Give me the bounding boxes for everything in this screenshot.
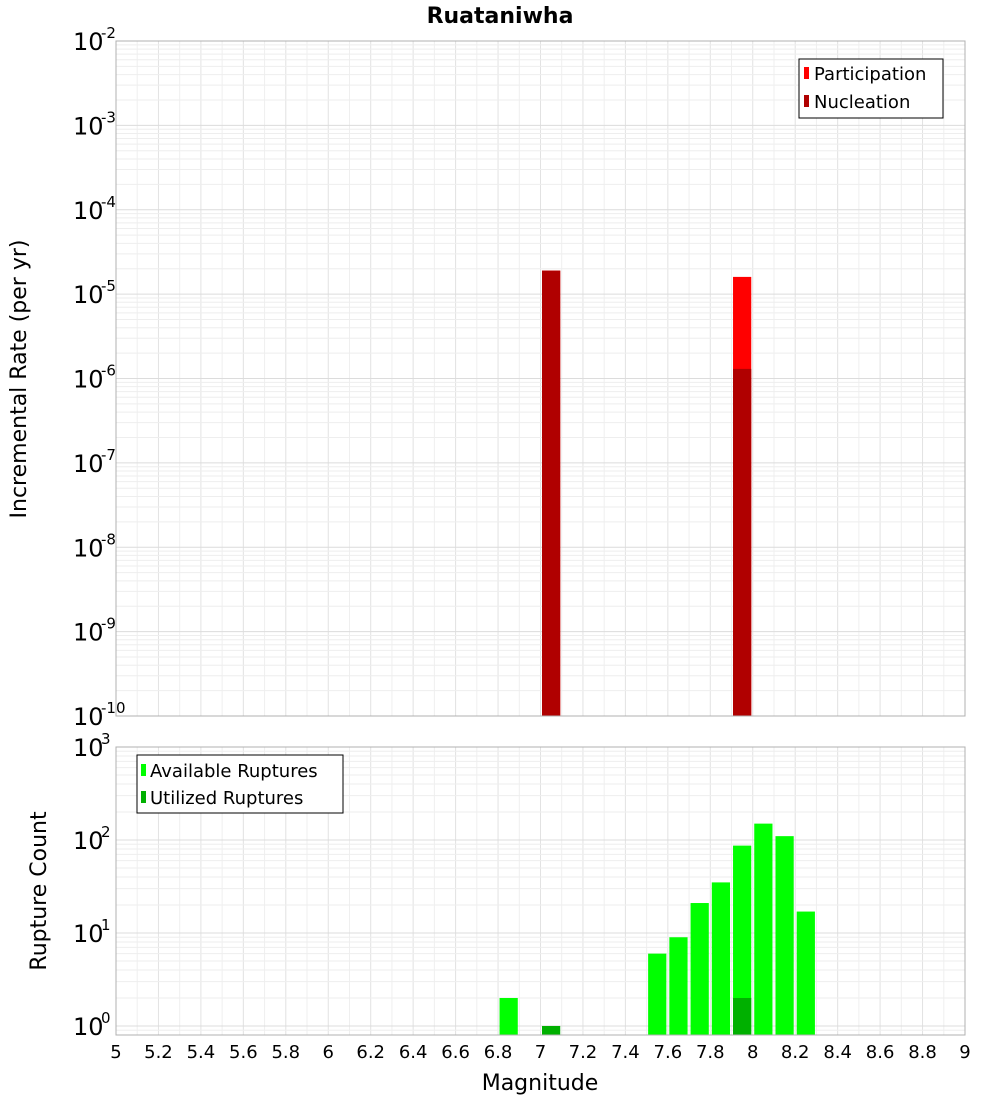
rate-plot-frame xyxy=(115,40,966,717)
available-ruptures-bar xyxy=(499,997,518,1035)
nucleation-bar xyxy=(542,270,561,716)
rate-y-tick-exponent: -7 xyxy=(101,446,116,464)
utilized-ruptures-bar xyxy=(542,1025,561,1035)
rate-y-tick-label: 10 xyxy=(73,197,104,225)
count-y-tick-exponent: 1 xyxy=(101,916,111,934)
nucleation-bar xyxy=(733,368,752,716)
available-ruptures-bar xyxy=(775,836,794,1035)
x-tick-label: 6.4 xyxy=(399,1042,428,1063)
rate-bars xyxy=(542,270,752,716)
x-tick-label: 7.6 xyxy=(654,1042,683,1063)
count-y-tick-label: 10 xyxy=(73,734,104,762)
x-tick-label: 5.8 xyxy=(271,1042,300,1063)
rate-legend: Participation Nucleation xyxy=(798,58,944,119)
x-tick-label: 7.4 xyxy=(611,1042,640,1063)
x-tick-label: 7.2 xyxy=(569,1042,598,1063)
x-tick-label: 5.6 xyxy=(229,1042,258,1063)
available-ruptures-bar xyxy=(648,953,667,1035)
x-axis-label: Magnitude xyxy=(482,1071,599,1096)
rate-panel: 10-210-310-410-510-610-710-810-910-10 In… xyxy=(7,24,966,731)
x-tick-label: 8.8 xyxy=(908,1042,937,1063)
rate-y-tick-label: 10 xyxy=(73,281,104,309)
available-legend-swatch xyxy=(141,764,146,776)
x-tick-label: 6.2 xyxy=(356,1042,385,1063)
x-tick-label: 7 xyxy=(535,1042,546,1063)
participation-legend-swatch xyxy=(804,67,809,79)
rate-gridlines xyxy=(116,41,965,716)
rate-y-tick-exponent: -2 xyxy=(101,24,116,42)
rate-y-axis-label: Incremental Rate (per yr) xyxy=(7,240,32,519)
x-tick-label: 6.6 xyxy=(441,1042,470,1063)
x-tick-label: 8.6 xyxy=(866,1042,895,1063)
x-tick-label: 8.4 xyxy=(823,1042,852,1063)
rate-y-tick-label: 10 xyxy=(73,366,104,394)
count-y-tick-exponent: 2 xyxy=(101,823,111,841)
utilized-legend-swatch xyxy=(141,791,146,803)
count-y-tick-exponent: 3 xyxy=(101,730,111,748)
utilized-ruptures-bar xyxy=(733,997,752,1035)
rate-y-tick-exponent: -5 xyxy=(101,277,116,295)
count-y-tick-label: 10 xyxy=(73,827,104,855)
rate-y-tick-exponent: -9 xyxy=(101,615,116,633)
available-ruptures-bar xyxy=(711,882,731,1035)
rate-y-tick-label: 10 xyxy=(73,534,104,562)
available-ruptures-bar xyxy=(754,823,773,1035)
x-tick-label: 5.2 xyxy=(144,1042,173,1063)
rate-y-ticks: 10-210-310-410-510-610-710-810-910-10 xyxy=(73,24,126,731)
rate-y-tick-exponent: -6 xyxy=(101,362,116,380)
count-bars xyxy=(499,823,815,1035)
available-ruptures-bar xyxy=(733,845,752,1035)
available-ruptures-bar xyxy=(669,937,688,1035)
rate-y-tick-label: 10 xyxy=(73,703,104,731)
rate-y-tick-exponent: -8 xyxy=(101,530,116,548)
available-legend-label: Available Ruptures xyxy=(150,761,318,782)
rate-y-tick-label: 10 xyxy=(73,112,104,140)
rate-y-tick-exponent: -10 xyxy=(101,699,126,717)
x-tick-label: 9 xyxy=(959,1042,970,1063)
count-legend-box xyxy=(136,754,344,814)
count-plot-frame xyxy=(115,746,966,1036)
nucleation-legend-swatch xyxy=(804,95,809,107)
count-y-axis-label: Rupture Count xyxy=(27,811,52,971)
rate-legend-box xyxy=(798,58,944,119)
x-ticks: 5 5.2 5.4 5.6 5.8 6 6.2 6.4 6.6 6.8 7 7.2 7.4 7.6 7.8 8… xyxy=(110,1042,970,1063)
nucleation-legend-label: Nucleation xyxy=(814,92,910,113)
count-y-tick-label: 10 xyxy=(73,1013,104,1041)
x-tick-label: 8.2 xyxy=(781,1042,810,1063)
rate-y-tick-exponent: -4 xyxy=(101,193,116,211)
participation-legend-label: Participation xyxy=(814,64,926,85)
utilized-legend-label: Utilized Ruptures xyxy=(150,788,303,809)
count-y-tick-label: 10 xyxy=(73,920,104,948)
x-tick-label: 7.8 xyxy=(696,1042,725,1063)
rate-y-tick-label: 10 xyxy=(73,619,104,647)
x-tick-label: 5.4 xyxy=(187,1042,216,1063)
available-ruptures-bar xyxy=(690,903,709,1035)
x-tick-label: 8 xyxy=(747,1042,758,1063)
x-tick-label: 6.8 xyxy=(484,1042,513,1063)
rate-y-tick-label: 10 xyxy=(73,28,104,56)
x-tick-label: 6 xyxy=(323,1042,334,1063)
x-tick-label: 5 xyxy=(110,1042,121,1063)
available-ruptures-bar xyxy=(796,911,815,1035)
chart-title: Ruataniwha xyxy=(427,4,574,29)
count-legend: Available Ruptures Utilized Ruptures xyxy=(136,754,344,814)
rate-y-tick-label: 10 xyxy=(73,450,104,478)
rate-y-tick-exponent: -3 xyxy=(101,108,116,126)
count-y-tick-exponent: 0 xyxy=(101,1009,111,1027)
